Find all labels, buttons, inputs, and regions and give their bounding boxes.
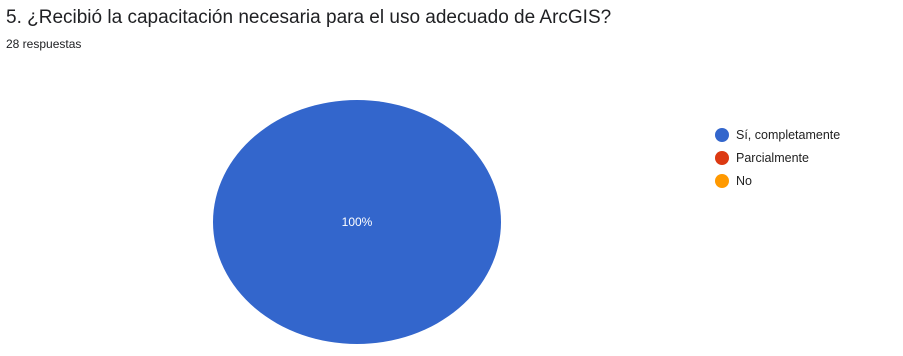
question-title: 5. ¿Recibió la capacitación necesaria pa…: [6, 7, 612, 28]
legend-item-parcialmente[interactable]: Parcialmente: [715, 146, 840, 169]
legend-dot-icon: [715, 150, 729, 165]
legend-label: Parcialmente: [736, 150, 809, 165]
legend-dot-icon: [715, 127, 729, 142]
slice-label-si-completamente: 100%: [342, 215, 373, 229]
pie-slice-si-completamente[interactable]: [213, 100, 501, 344]
legend-label: Sí, completamente: [736, 127, 841, 142]
legend-dot-icon: [715, 173, 729, 188]
response-count: 28 respuestas: [6, 37, 82, 51]
chart-legend: Sí, completamente Parcialmente No: [715, 123, 840, 192]
legend-item-si-completamente[interactable]: Sí, completamente: [715, 123, 840, 146]
legend-item-no[interactable]: No: [715, 169, 840, 192]
legend-label: No: [736, 173, 752, 188]
